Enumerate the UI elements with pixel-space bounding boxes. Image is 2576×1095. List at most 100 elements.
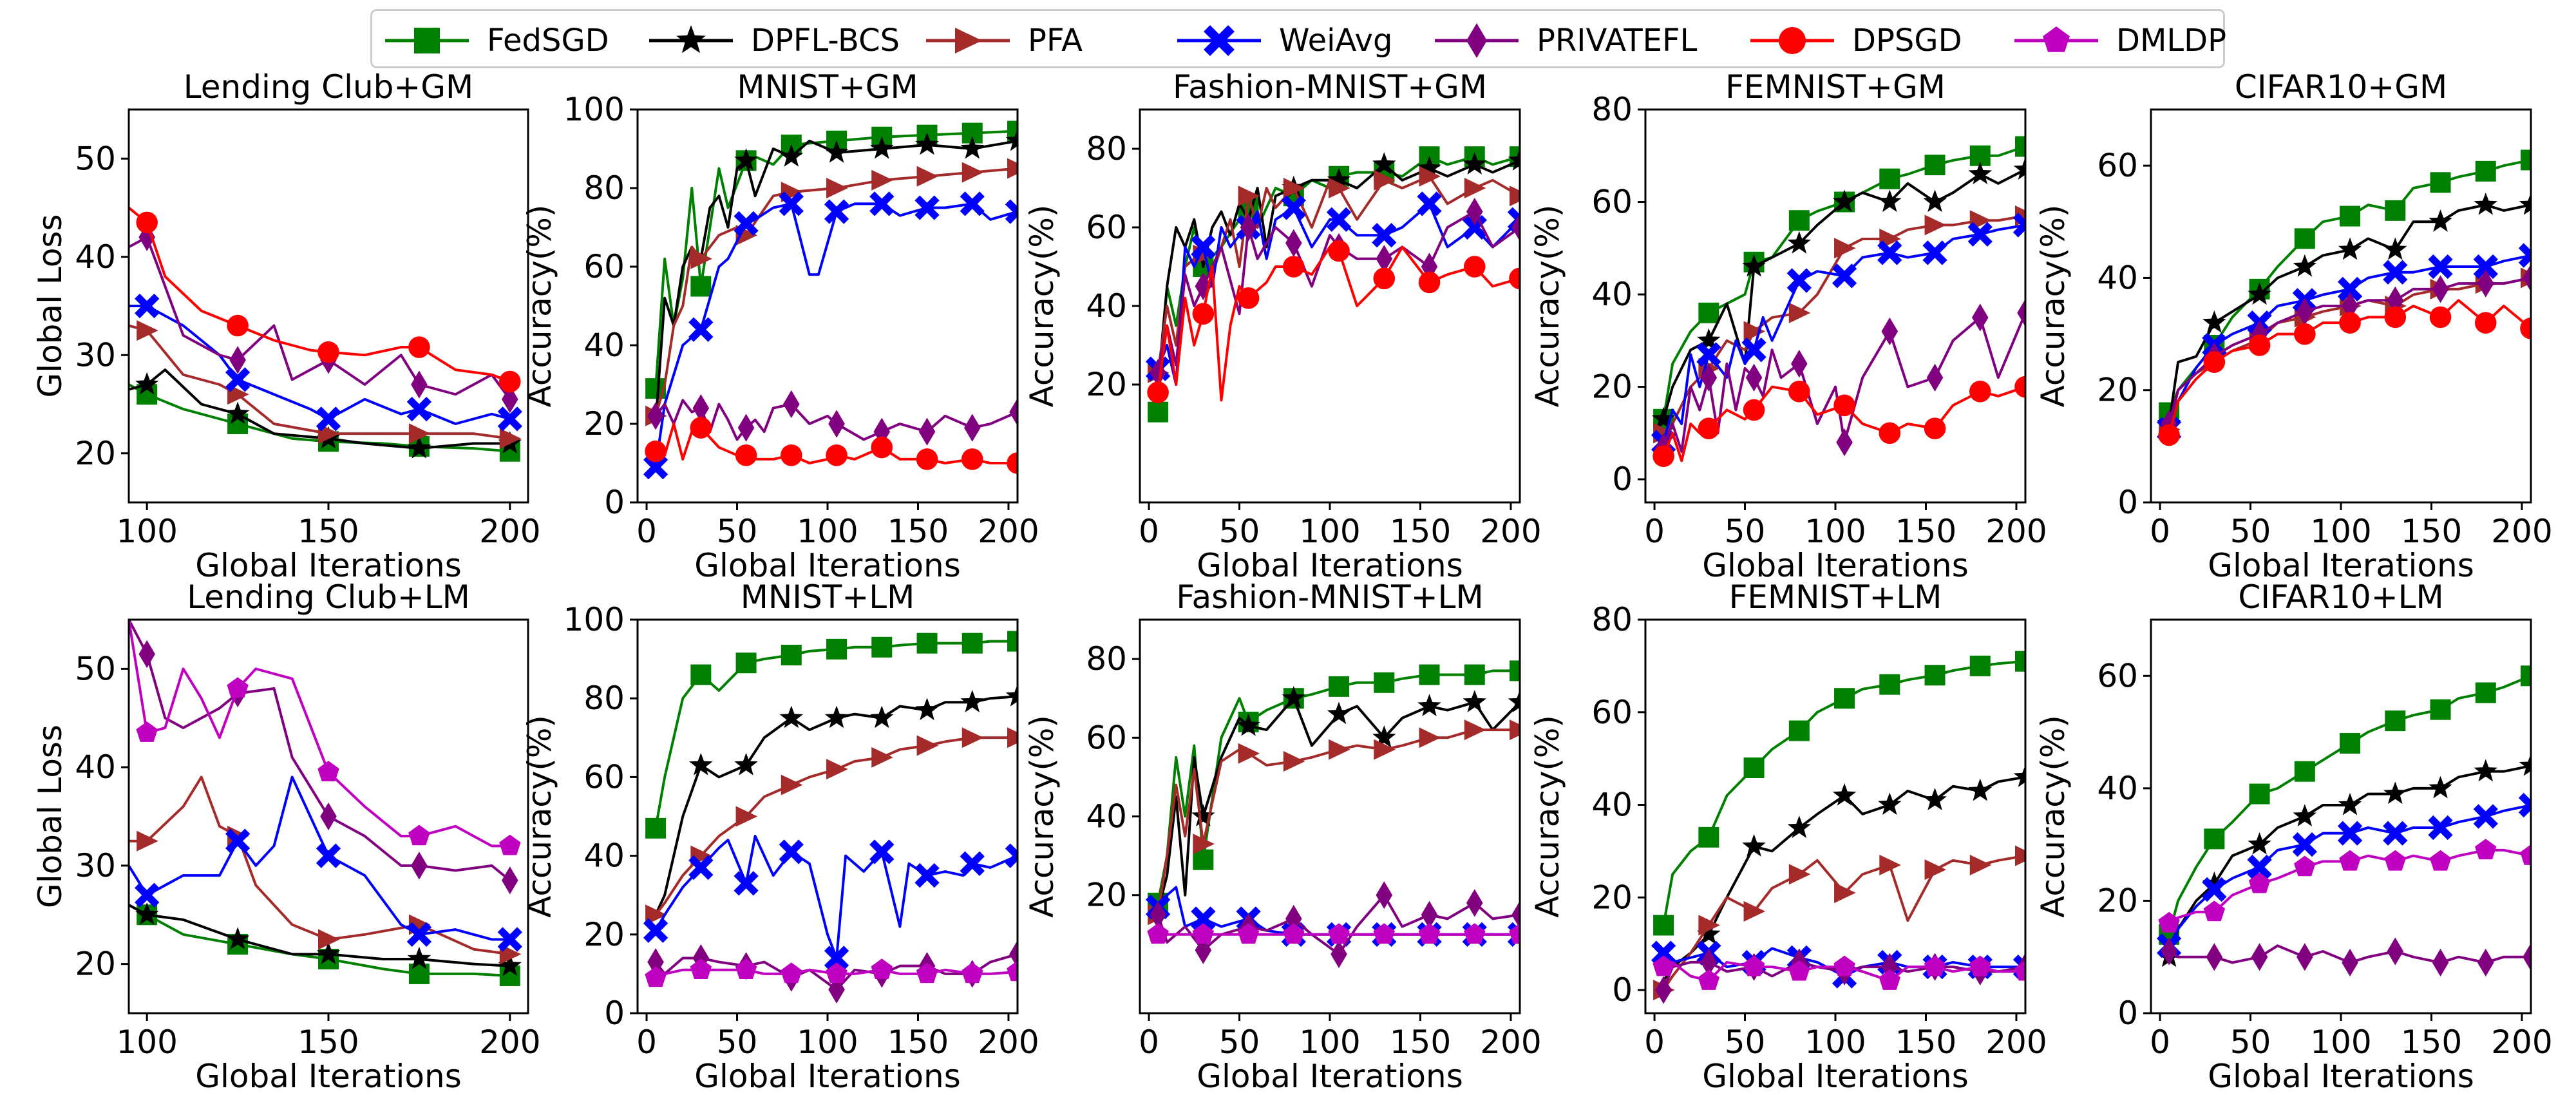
data-point-dpfl-bcs <box>135 372 159 395</box>
data-point-dpfl-bcs <box>135 902 159 925</box>
data-point-dpfl-bcs <box>2519 753 2531 776</box>
x-tick-label: 100 <box>2310 1024 2371 1061</box>
data-point-dpfl-bcs <box>225 401 250 424</box>
y-axis-label: Accuracy(%) <box>1529 205 1566 408</box>
data-point-fedsgd <box>1510 660 1520 681</box>
data-point-fedsgd <box>1193 849 1214 870</box>
data-point-dpsgd <box>136 211 158 234</box>
data-point-dpfl-bcs <box>498 953 522 976</box>
legend-swatch <box>926 28 1010 53</box>
data-point-fedsgd <box>2385 710 2406 732</box>
y-tick-label: 0 <box>604 995 625 1032</box>
x-tick-label: 50 <box>1725 513 1766 550</box>
data-point-privatefl <box>828 410 845 438</box>
data-point-fedsgd <box>1698 826 1719 848</box>
data-point-pfa <box>961 727 984 748</box>
x-tick-label: 100 <box>1804 513 1866 550</box>
series-line-dpfl-bcs <box>1662 776 2025 982</box>
data-point-privatefl <box>138 640 155 669</box>
y-tick-label: 40 <box>1086 287 1127 325</box>
chart-panel: Lending Club+GM 100 150 200 20 30 40 50 Global I… <box>32 68 541 584</box>
data-point-dpsgd <box>781 444 802 466</box>
data-point-dmldp <box>1924 955 1946 976</box>
data-point-privatefl <box>502 866 518 895</box>
data-point-pfa <box>318 929 340 950</box>
data-point-dpfl-bcs <box>1878 189 1902 213</box>
y-tick-label: 60 <box>583 248 625 285</box>
series-group <box>129 206 522 462</box>
data-point-pfa <box>1464 178 1486 198</box>
data-point-weiavg <box>643 918 668 943</box>
data-point-weiavg <box>688 317 714 342</box>
y-tick-label: 30 <box>75 847 116 884</box>
data-point-pfa <box>1743 900 1766 922</box>
data-point-dpfl-bcs <box>2474 759 2498 782</box>
data-point-dpsgd <box>871 436 893 459</box>
chart-title: Fashion-MNIST+GM <box>1173 68 1487 106</box>
data-point-dpfl-bcs <box>1236 713 1260 736</box>
data-point-dpfl-bcs <box>2248 832 2271 855</box>
y-tick-label: 80 <box>1086 130 1127 167</box>
data-point-weiavg <box>734 211 759 236</box>
data-point-dpsgd <box>1147 381 1169 403</box>
data-point-pfa <box>1464 719 1486 741</box>
y-axis-label: Accuracy(%) <box>1023 205 1061 408</box>
data-point-weiavg <box>2428 254 2453 280</box>
x-tick-label: 50 <box>717 1024 758 1061</box>
y-tick-label: 60 <box>2097 147 2138 184</box>
data-point-weiavg <box>1005 199 1018 224</box>
data-point-dpfl-bcs <box>1372 725 1396 748</box>
x-axis-label: Global Iterations <box>2208 547 2474 584</box>
x-tick-label: 50 <box>2230 1024 2271 1061</box>
series-line-dpfl-bcs <box>129 904 510 967</box>
y-tick-label: 80 <box>1591 601 1633 638</box>
y-axis-label: Accuracy(%) <box>1023 715 1061 918</box>
y-tick-label: 40 <box>1591 276 1633 313</box>
y-tick-label: 60 <box>1591 184 1633 221</box>
data-point-dmldp <box>1788 960 1810 981</box>
x-tick-label: 200 <box>479 513 540 550</box>
data-point-privatefl <box>2251 319 2268 348</box>
data-point-weiavg <box>316 406 341 432</box>
y-tick-label: 60 <box>583 758 625 795</box>
legend-swatch <box>385 28 469 53</box>
data-point-dpfl-bcs <box>1508 690 1520 712</box>
x-axis-label: Global Iterations <box>1197 1058 1463 1095</box>
series-line-privatefl <box>129 236 511 401</box>
data-point-privatefl <box>1285 904 1302 933</box>
data-point-dpfl-bcs <box>2293 804 2317 827</box>
plot-frame <box>1644 108 2027 504</box>
data-point-pfa <box>916 166 939 187</box>
data-point-dpfl-bcs <box>1463 152 1487 175</box>
data-point-dmldp <box>317 761 339 782</box>
data-point-dpfl-bcs <box>1191 804 1215 827</box>
x-tick-label: 200 <box>1985 1024 2047 1061</box>
x-axis-label: Global Iterations <box>195 547 462 584</box>
data-point-fedsgd <box>1924 155 1946 176</box>
data-point-fedsgd <box>871 636 893 658</box>
data-point-dpsgd <box>916 448 938 470</box>
data-point-dpfl-bcs <box>1968 162 1993 185</box>
data-point-pfa <box>1374 169 1396 191</box>
x-tick-label: 150 <box>1895 513 1956 550</box>
data-point-privatefl <box>1466 198 1483 226</box>
plot-frame <box>1139 618 1521 1014</box>
data-point-privatefl <box>2251 943 2268 971</box>
data-point-dpfl-bcs <box>2013 765 2025 787</box>
data-point-dpfl-bcs <box>2383 237 2407 260</box>
y-tick-label: 40 <box>1591 786 1633 824</box>
data-point-privatefl <box>1376 245 1393 273</box>
plot-frame <box>128 108 529 504</box>
data-point-fedsgd <box>2340 733 2361 754</box>
data-point-fedsgd <box>1834 688 1855 709</box>
data-point-privatefl <box>1285 229 1302 257</box>
x-tick-label: 200 <box>1480 1024 1541 1061</box>
legend-marker-diamond <box>1466 23 1487 58</box>
x-tick-label: 100 <box>116 1024 177 1061</box>
data-point-weiavg <box>1005 843 1018 868</box>
data-point-dpsgd <box>1924 417 1946 439</box>
series-line-pfa <box>1157 728 1520 915</box>
x-tick-label: 50 <box>1725 1024 1766 1061</box>
series-line-dpfl-bcs <box>129 368 510 450</box>
